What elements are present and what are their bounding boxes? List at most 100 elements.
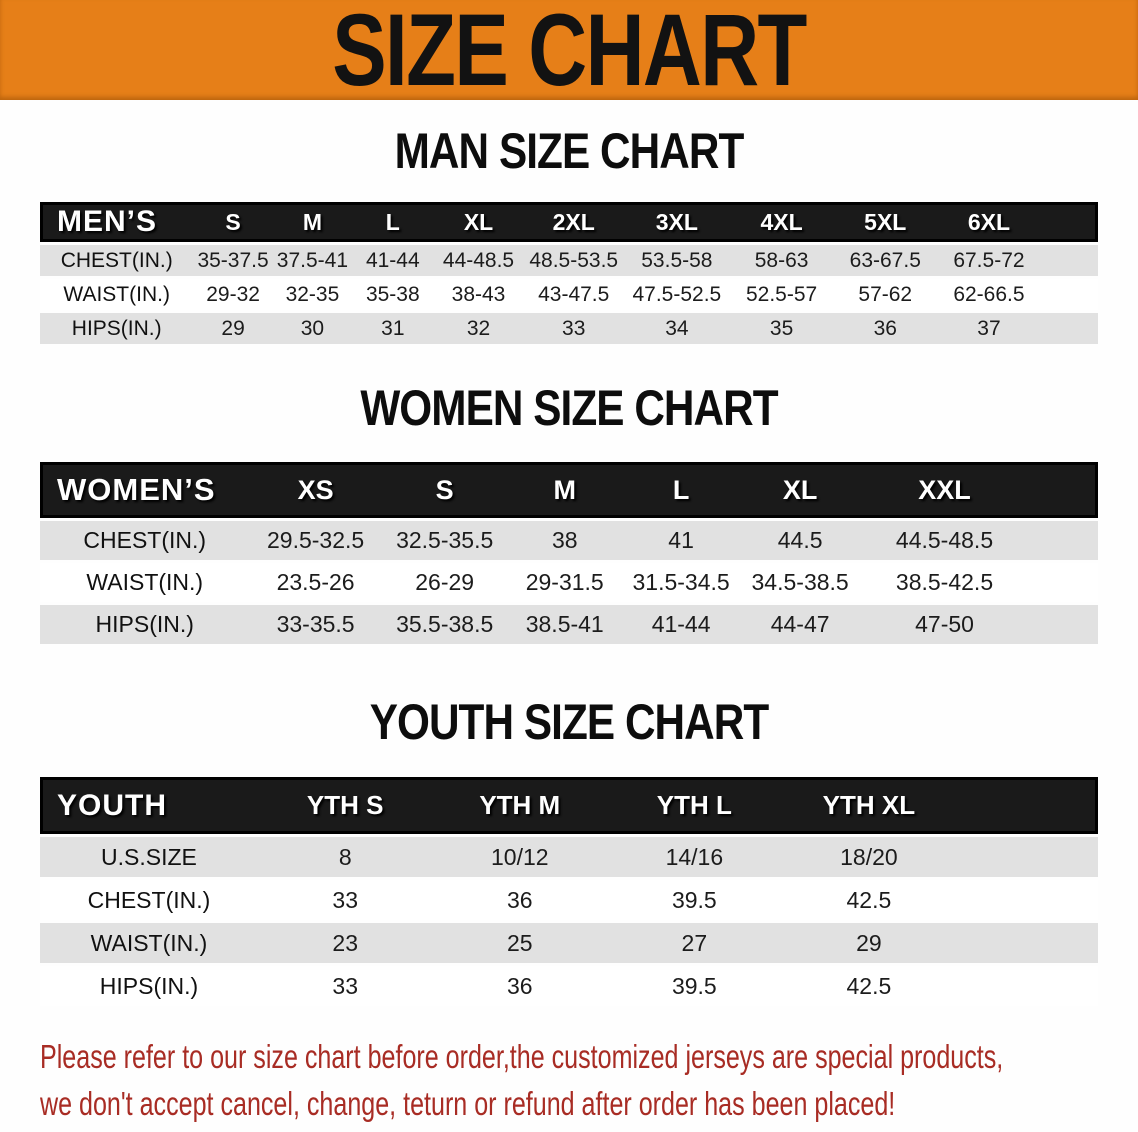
size-value-cell: 35.5-38.5 (381, 605, 508, 644)
size-value-cell: 57-62 (833, 279, 938, 310)
size-value-cell: 63-67.5 (833, 245, 938, 276)
size-column-header: L (621, 462, 741, 518)
size-value-cell: 18/20 (781, 837, 957, 877)
size-value-cell: 26-29 (381, 563, 508, 602)
size-column-header: 2XL (523, 202, 624, 242)
size-value-cell: 33-35.5 (249, 605, 382, 644)
table-row: CHEST(IN.) 29.5-32.5 32.5-35.5 38 41 44.5 44.5… (40, 521, 1098, 560)
size-value-cell: 33 (257, 966, 433, 1006)
size-value-cell: 39.5 (607, 966, 782, 1006)
filler-cell (956, 966, 1098, 1006)
size-value-cell: 29.5-32.5 (249, 521, 382, 560)
filler-cell (1040, 313, 1098, 344)
size-column-header: L (352, 202, 434, 242)
size-value-cell: 36 (432, 966, 608, 1006)
table-row: WAIST(IN.) 23.5-26 26-29 29-31.5 31.5-34.5 34… (40, 563, 1098, 602)
size-value-cell: 35 (729, 313, 834, 344)
row-label: CHEST(IN.) (40, 880, 258, 920)
size-value-cell: 37 (937, 313, 1041, 344)
size-value-cell: 41 (621, 521, 741, 560)
size-value-cell: 30 (272, 313, 353, 344)
table-row: HIPS(IN.) 29 30 31 32 33 34 35 36 37 (40, 313, 1098, 344)
disclaimer-line-1: Please refer to our size chart before or… (40, 1038, 1004, 1075)
women-chart-heading: WOMEN SIZE CHART (360, 378, 778, 436)
filler-cell (956, 837, 1098, 877)
women-size-chart-section: WOMEN SIZE CHART WOMEN’S XS S M L XL XXL CHEST… (0, 378, 1138, 647)
size-column-header: YTH S (257, 777, 433, 834)
size-value-cell: 34 (623, 313, 730, 344)
size-value-cell: 10/12 (432, 837, 608, 877)
table-row: U.S.SIZE 8 10/12 14/16 18/20 (40, 837, 1098, 877)
row-label: HIPS(IN.) (40, 313, 194, 344)
filler-cell (1029, 563, 1098, 602)
size-value-cell: 38-43 (433, 279, 524, 310)
row-label: WAIST(IN.) (40, 563, 250, 602)
table-row: WAIST(IN.) 23 25 27 29 (40, 923, 1098, 963)
size-value-cell: 48.5-53.5 (523, 245, 624, 276)
size-value-cell: 67.5-72 (937, 245, 1041, 276)
row-label: U.S.SIZE (40, 837, 258, 877)
table-header-row: WOMEN’S XS S M L XL XXL (40, 462, 1098, 518)
size-value-cell: 33 (257, 880, 433, 920)
size-value-cell: 33 (523, 313, 624, 344)
size-value-cell: 8 (257, 837, 433, 877)
size-column-header: XXL (859, 462, 1030, 518)
size-column-header: S (193, 202, 273, 242)
row-label: CHEST(IN.) (40, 245, 194, 276)
disclaimer-line-2: we don't accept cancel, change, teturn o… (40, 1085, 896, 1122)
size-value-cell: 31 (352, 313, 434, 344)
size-value-cell: 36 (833, 313, 938, 344)
size-value-cell: 44-47 (740, 605, 860, 644)
size-value-cell: 43-47.5 (523, 279, 624, 310)
size-value-cell: 35-37.5 (193, 245, 273, 276)
table-corner-label: YOUTH (40, 777, 258, 834)
size-value-cell: 23.5-26 (249, 563, 382, 602)
row-label: WAIST(IN.) (40, 279, 194, 310)
size-value-cell: 37.5-41 (272, 245, 353, 276)
size-value-cell: 47.5-52.5 (623, 279, 730, 310)
size-column-header: YTH XL (781, 777, 957, 834)
size-value-cell: 34.5-38.5 (740, 563, 860, 602)
size-value-cell: 62-66.5 (937, 279, 1041, 310)
size-column-header: 6XL (937, 202, 1041, 242)
size-value-cell: 23 (257, 923, 433, 963)
size-value-cell: 53.5-58 (623, 245, 730, 276)
table-corner-label: MEN’S (40, 202, 194, 242)
size-column-header: S (381, 462, 508, 518)
size-value-cell: 36 (432, 880, 608, 920)
size-value-cell: 38 (507, 521, 622, 560)
size-value-cell: 29 (781, 923, 957, 963)
size-value-cell: 14/16 (607, 837, 782, 877)
man-size-chart-section: MAN SIZE CHART MEN’S S M L XL 2XL 3XL 4XL 5XL 6XL… (0, 121, 1138, 347)
size-value-cell: 44.5-48.5 (859, 521, 1030, 560)
size-value-cell: 38.5-41 (507, 605, 622, 644)
filler-cell (1029, 605, 1098, 644)
youth-chart-heading: YOUTH SIZE CHART (369, 692, 770, 750)
size-value-cell: 41-44 (352, 245, 434, 276)
youth-size-chart-section: YOUTH SIZE CHART YOUTH YTH S YTH M YTH L YTH… (0, 692, 1138, 1009)
table-row: HIPS(IN.) 33-35.5 35.5-38.5 38.5-41 41-44 44-… (40, 605, 1098, 644)
size-value-cell: 58-63 (729, 245, 834, 276)
man-size-table: MEN’S S M L XL 2XL 3XL 4XL 5XL 6XL CHEST(IN.) 35-3… (40, 199, 1098, 347)
size-value-cell: 41-44 (621, 605, 741, 644)
table-row: CHEST(IN.) 35-37.5 37.5-41 41-44 44-48.5 48.5… (40, 245, 1098, 276)
size-value-cell: 29-31.5 (507, 563, 622, 602)
size-value-cell: 44-48.5 (433, 245, 524, 276)
size-column-header: XS (249, 462, 382, 518)
size-value-cell: 32.5-35.5 (381, 521, 508, 560)
row-label: CHEST(IN.) (40, 521, 250, 560)
row-label: HIPS(IN.) (40, 605, 250, 644)
size-value-cell: 29-32 (193, 279, 273, 310)
size-column-header: M (272, 202, 353, 242)
size-value-cell: 25 (432, 923, 608, 963)
size-value-cell: 27 (607, 923, 782, 963)
man-chart-heading: MAN SIZE CHART (394, 121, 745, 179)
youth-size-table: YOUTH YTH S YTH M YTH L YTH XL U.S.SIZE 8 10/1… (40, 774, 1098, 1009)
table-header-row: YOUTH YTH S YTH M YTH L YTH XL (40, 777, 1098, 834)
row-label: HIPS(IN.) (40, 966, 258, 1006)
size-column-header: 3XL (623, 202, 730, 242)
size-chart-banner: SIZE CHART (0, 0, 1138, 101)
size-value-cell: 52.5-57 (729, 279, 834, 310)
filler-cell (1040, 245, 1098, 276)
women-size-table: WOMEN’S XS S M L XL XXL CHEST(IN.) 29.5-32.5 32.… (40, 459, 1098, 647)
